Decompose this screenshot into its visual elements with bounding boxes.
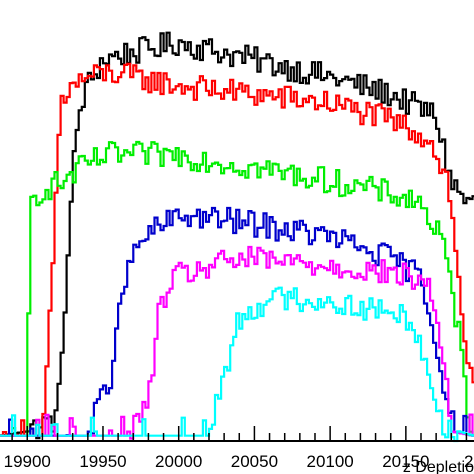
x-tick-label: 20100 <box>306 452 353 471</box>
x-axis-label: z Depletio <box>403 459 474 474</box>
x-tick-label: 19900 <box>4 452 51 471</box>
histogram-series-6 <box>0 286 474 443</box>
x-tick-label: 20150 <box>382 452 429 471</box>
x-tick-label: 20000 <box>155 452 202 471</box>
x-tick-label: 2 <box>464 452 473 471</box>
histogram-series-5 <box>0 245 474 440</box>
x-tick-marks <box>11 426 468 440</box>
x-tick-label: 20050 <box>231 452 278 471</box>
histogram-series-4 <box>0 206 474 437</box>
histogram-series-3 <box>0 140 474 437</box>
x-tick-label: 19950 <box>79 452 126 471</box>
plot-area <box>0 31 474 443</box>
x-tick-labels: 19900 19950 20000 20050 20100 20150 2 <box>4 452 474 471</box>
histogram-series-2 <box>0 62 474 437</box>
histogram-series-1 <box>0 31 474 440</box>
